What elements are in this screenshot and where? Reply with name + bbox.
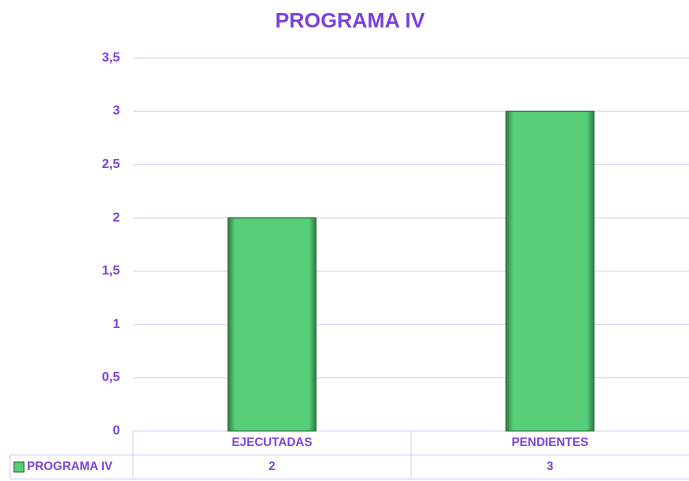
table-value: 2 [269, 459, 276, 473]
chart-title: PROGRAMA IV [275, 10, 425, 33]
table-value: 3 [547, 459, 554, 473]
bar [505, 110, 595, 432]
y-tick-label: 2,5 [102, 156, 120, 171]
legend-label: PROGRAMA IV [27, 459, 113, 473]
bar [227, 217, 317, 432]
x-tick-label: EJECUTADAS [232, 435, 312, 449]
legend-swatch [13, 461, 25, 473]
y-tick-label: 2 [113, 209, 120, 224]
x-tick-label: PENDIENTES [512, 435, 589, 449]
y-tick-label: 0,5 [102, 369, 120, 384]
y-tick-label: 0 [113, 422, 120, 437]
y-tick-label: 1 [113, 316, 120, 331]
y-tick-label: 1,5 [102, 263, 120, 278]
y-tick-label: 3,5 [102, 49, 120, 64]
y-tick-label: 3 [113, 103, 120, 118]
